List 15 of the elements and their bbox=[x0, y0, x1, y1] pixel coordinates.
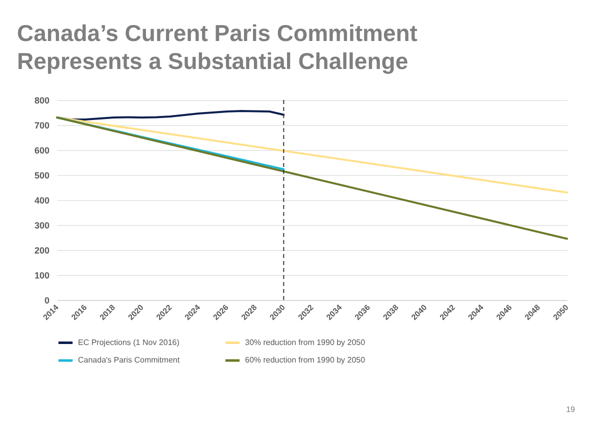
y-tick-label: 300 bbox=[34, 220, 50, 230]
y-tick-label: 700 bbox=[34, 120, 50, 130]
y-tick-label: 200 bbox=[34, 246, 50, 256]
y-tick-label: 800 bbox=[34, 96, 50, 106]
y-tick-label: 600 bbox=[34, 146, 50, 156]
y-tick-label: 500 bbox=[34, 170, 50, 180]
legend-label: EC Projections (1 Nov 2016) bbox=[78, 338, 180, 347]
y-tick-label: 400 bbox=[34, 196, 50, 206]
legend-label: Canada's Paris Commitment bbox=[78, 356, 180, 364]
y-tick-label: 100 bbox=[34, 270, 50, 280]
legend-label: 30% reduction from 1990 by 2050 bbox=[245, 338, 366, 347]
chart-title: Canada’s Current Paris Commitment Represents a Substantial Challenge bbox=[17, 20, 418, 74]
legend-label: 60% reduction from 1990 by 2050 bbox=[245, 356, 366, 364]
text: 19 bbox=[566, 405, 575, 414]
y-tick-label: 0 bbox=[44, 296, 50, 306]
